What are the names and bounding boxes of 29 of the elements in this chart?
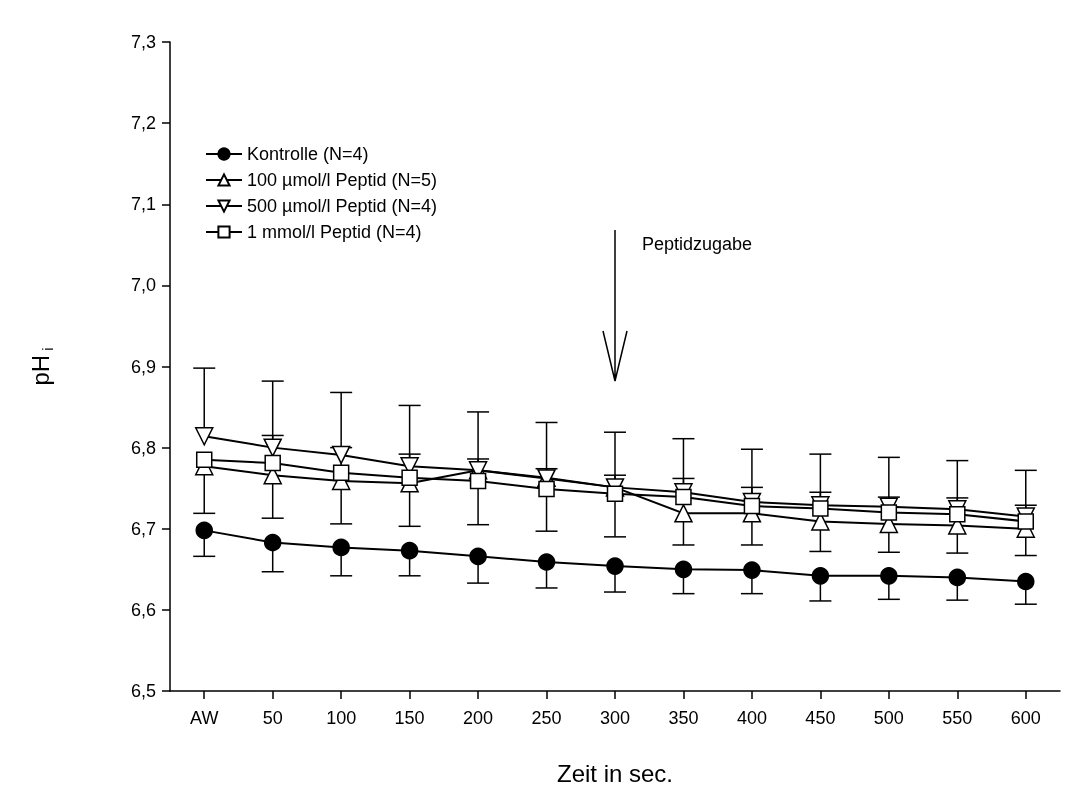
legend-label: 500 µmol/l Peptid (N=4) (247, 196, 437, 216)
legend-label: Kontrolle (N=4) (247, 144, 369, 164)
legend-label: 1 mmol/l Peptid (N=4) (247, 222, 422, 242)
x-tick-label: 600 (1010, 708, 1041, 728)
x-tick-label: 100 (326, 708, 357, 728)
y-tick-label: 7,3 (130, 32, 156, 52)
x-tick-label: 50 (262, 708, 283, 728)
y-tick-label: 7,0 (130, 275, 156, 296)
x-tick-label: AW (190, 708, 219, 728)
y-tick-label: 6,8 (130, 437, 156, 458)
x-tick-label: 350 (668, 708, 699, 728)
annotation: Peptidzugabe (642, 234, 753, 255)
x-axis-title: Zeit in sec. (556, 759, 674, 787)
y-tick-label: 7,2 (130, 113, 156, 134)
y-tick-label: 6,5 (130, 681, 156, 701)
legend-label: 100 µmol/l Peptid (N=5) (247, 170, 437, 190)
x-tick-label: 500 (873, 708, 904, 728)
x-tick-label: 150 (394, 708, 425, 728)
y-axis-title: pHi (27, 347, 56, 386)
x-tick-label: 200 (463, 708, 494, 728)
y-tick-label: 6,9 (130, 356, 156, 377)
y-tick-label: 6,7 (130, 518, 156, 539)
x-tick-label: 550 (942, 708, 973, 728)
x-tick-label: 300 (599, 708, 631, 728)
y-tick-label: 6,6 (130, 599, 156, 620)
x-tick-label: 450 (805, 708, 836, 728)
x-tick-label: 400 (736, 708, 767, 728)
y-tick-label: 7,1 (130, 194, 156, 215)
x-tick-label: 250 (531, 708, 562, 728)
